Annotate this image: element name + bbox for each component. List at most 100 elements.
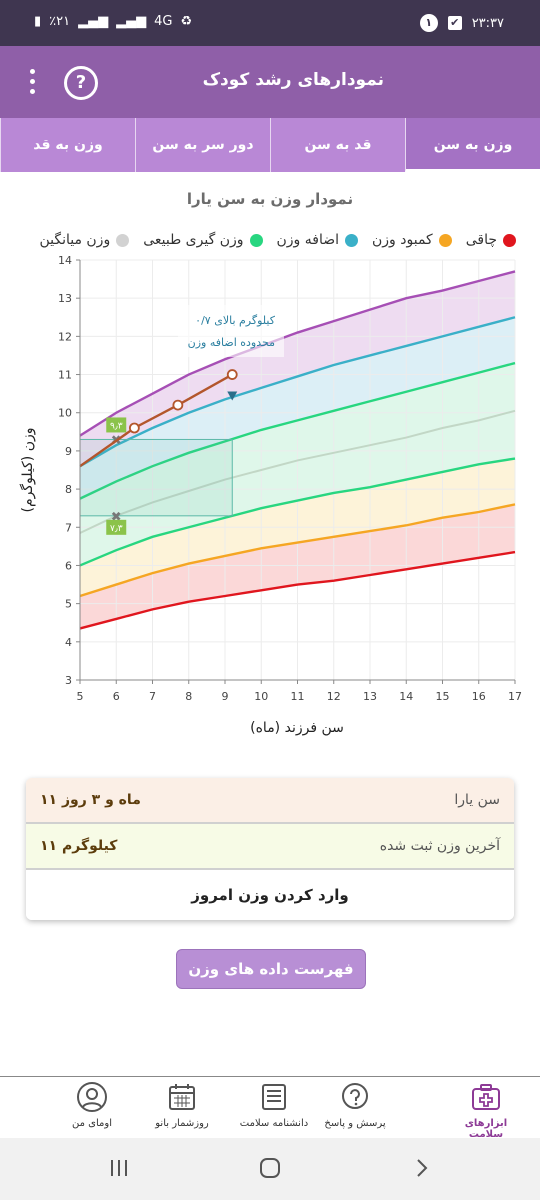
chart-legend: چاقی کمبود وزن اضافه وزن وزن گیری طبیعی …: [39, 232, 516, 248]
legend-label: چاقی: [465, 232, 497, 248]
age-row: سن یارا ۱۱ ماه و ۳ روز: [26, 778, 514, 824]
legend-dot-obesity: [503, 233, 516, 247]
enter-weight-button[interactable]: وارد کردن وزن امروز: [26, 870, 514, 920]
y-tick-label: 7: [65, 521, 72, 534]
curve-p_low: [79, 503, 516, 598]
status-left: ▮ ٪۲۱ ▂▄▆ ▂▄▆ 4G ♻: [34, 14, 192, 29]
battery-icon: ▮: [34, 14, 42, 29]
annotation-line2: محدوده اضافه وزن: [188, 336, 275, 349]
network-type: 4G: [154, 14, 173, 29]
status-right: ۱ ✔ ۲۳:۳۷: [419, 14, 504, 32]
medical-kit-icon: [472, 1084, 500, 1110]
legend-label: اضافه وزن: [276, 232, 340, 248]
age-value: ۱۱ ماه و ۳ روز: [40, 792, 141, 808]
annotation-arrow: [227, 391, 238, 401]
nav-calendar[interactable]: روزشمار بانو: [142, 1081, 222, 1129]
chart-title: نمودار وزن به سن یارا: [186, 190, 354, 208]
x-tick-label: 10: [254, 690, 268, 703]
y-tick-label: 12: [58, 330, 72, 343]
marker-label: ۹٫۳: [110, 421, 123, 431]
help-icon[interactable]: ?: [64, 66, 98, 100]
bottom-nav: ابزارهای سلامت پرسش و پاسخ دانشنامه سلام…: [0, 1076, 540, 1140]
x-tick-label: 14: [399, 690, 413, 703]
app-bar: ? نمودارهای رشد کودک: [0, 46, 540, 118]
clock: ۲۳:۳۷: [471, 15, 504, 31]
marker-cross: ✖: [111, 510, 122, 525]
x-tick-label: 15: [436, 690, 450, 703]
last-weight-row: آخرین وزن ثبت شده ۱۱ کیلوگرم: [26, 824, 514, 870]
home-icon[interactable]: [258, 1156, 282, 1180]
reference-box: [79, 438, 233, 517]
tab-head-circumference[interactable]: دور سر به سن: [135, 118, 270, 172]
status-bar: ▮ ٪۲۱ ▂▄▆ ▂▄▆ 4G ♻ ۱ ✔ ۲۳:۳۷: [0, 0, 540, 46]
nav-qa[interactable]: پرسش و پاسخ: [320, 1081, 390, 1129]
y-tick-label: 6: [65, 559, 72, 572]
x-tick-label: 12: [327, 690, 341, 703]
annotation-line1: ۰/۷ کیلوگرم بالای: [195, 314, 276, 327]
x-tick-label: 8: [185, 690, 192, 703]
nav-encyclopedia[interactable]: دانشنامه سلامت: [230, 1081, 318, 1129]
legend-item-overweight: اضافه وزن: [277, 232, 359, 248]
curve-p_high: [79, 316, 516, 468]
x-tick-label: 5: [77, 690, 84, 703]
curve-p_mid: [79, 409, 516, 534]
nav-label: اومای من: [72, 1118, 112, 1129]
newspaper-icon: [262, 1084, 286, 1110]
more-menu-icon[interactable]: [24, 66, 40, 100]
legend-dot-average: [116, 233, 130, 247]
y-tick-label: 9: [65, 445, 72, 458]
signal-icon: ▂▄▆: [78, 14, 109, 29]
x-tick-label: 13: [363, 690, 377, 703]
legend-dot-overweight: [345, 233, 359, 247]
x-tick-label: 17: [508, 690, 522, 703]
tab-bar: وزن به سن قد به سن دور سر به سن وزن به ق…: [0, 118, 540, 172]
curve-p_lower: [79, 457, 516, 567]
legend-dot-normal: [249, 233, 263, 247]
curve-p_upper: [79, 361, 516, 500]
tab-weight-for-height[interactable]: وزن به قد: [0, 118, 135, 172]
y-tick-label: 10: [58, 407, 72, 420]
system-nav-bar: [0, 1138, 540, 1200]
tab-height-for-age[interactable]: قد به سن: [270, 118, 405, 172]
back-icon[interactable]: [410, 1156, 434, 1180]
enter-weight-label: وارد کردن وزن امروز: [191, 886, 349, 904]
child-weight-point: [172, 399, 184, 411]
nav-label: ابزارهای سلامت: [464, 1118, 508, 1140]
woman-avatar-icon: [77, 1082, 107, 1112]
x-tick-label: 6: [113, 690, 120, 703]
nav-my-profile[interactable]: اومای من: [56, 1081, 128, 1129]
y-tick-label: 14: [58, 254, 72, 267]
weight-list-button[interactable]: فهرست داده های وزن یارا: [176, 949, 366, 1016]
marker-label: ۷٫۳: [110, 524, 123, 534]
notification-count: ۱: [419, 14, 438, 32]
marker-badge: [106, 417, 127, 433]
nav-health-tools[interactable]: ابزارهای سلامت: [446, 1081, 526, 1140]
y-tick-label: 8: [65, 483, 72, 496]
legend-label: وزن گیری طبیعی: [143, 232, 244, 248]
child-weight-line: [79, 373, 233, 468]
last-weight-label: آخرین وزن ثبت شده: [379, 838, 500, 854]
y-tick-label: 13: [58, 292, 72, 305]
nav-label: دانشنامه سلامت: [239, 1118, 309, 1129]
legend-item-obesity: چاقی: [466, 232, 516, 248]
info-card: سن یارا ۱۱ ماه و ۳ روز آخرین وزن ثبت شده…: [26, 778, 514, 920]
annotation-box: [178, 305, 284, 357]
legend-item-average: وزن میانگین: [39, 232, 130, 248]
nav-label: روزشمار بانو: [155, 1118, 209, 1129]
child-weight-point: [226, 369, 238, 380]
curve-p_bottom: [79, 550, 516, 630]
x-tick-label: 16: [472, 690, 486, 703]
nav-label: پرسش و پاسخ: [324, 1118, 386, 1129]
y-tick-label: 4: [65, 636, 72, 649]
signal-icon-2: ▂▄▆: [116, 14, 147, 29]
legend-item-normal: وزن گیری طبیعی: [143, 232, 263, 248]
page-title: نمودارهای رشد کودک: [202, 70, 384, 90]
x-tick-label: 7: [149, 690, 156, 703]
legend-label: کمبود وزن: [372, 232, 433, 248]
question-bubble-icon: [342, 1083, 368, 1109]
curve-p_top: [79, 270, 516, 437]
x-tick-label: 9: [222, 690, 229, 703]
recent-apps-icon[interactable]: [108, 1158, 130, 1178]
tab-weight-for-age[interactable]: وزن به سن: [405, 118, 540, 172]
